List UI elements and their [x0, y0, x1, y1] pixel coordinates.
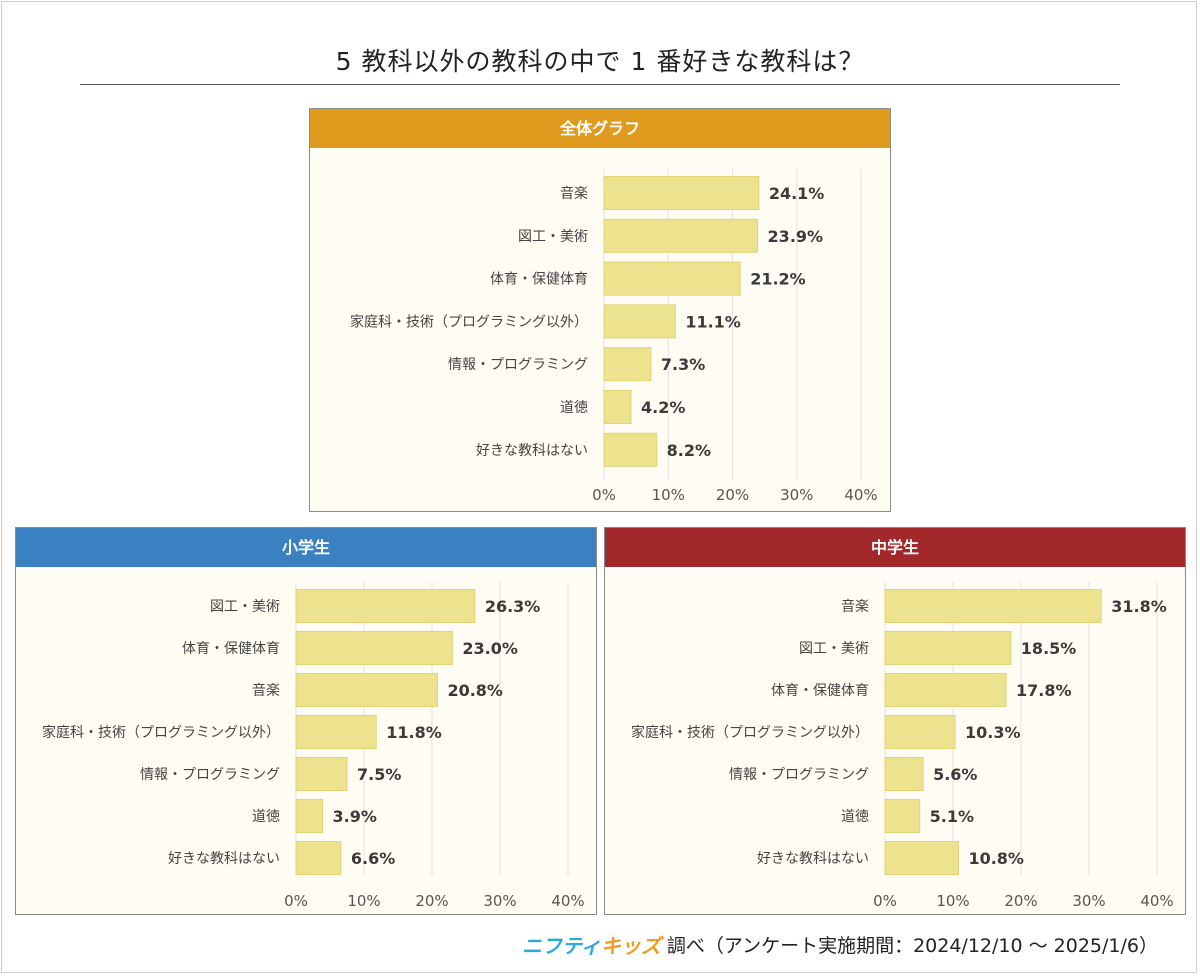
bar [603, 218, 759, 253]
bar [295, 715, 377, 749]
data-label: 8.2% [667, 441, 711, 460]
x-tick-label: 30% [1072, 892, 1105, 910]
category-label: 情報・プログラミング [729, 767, 869, 783]
chart-svg-middle: 0% 10% 20% 30% 40% 音楽 31.8% 図工・美術 18.5% 体育・保健体育 17… [631, 582, 1174, 910]
data-label: 4.2% [641, 398, 685, 417]
chart-panel-middle: 中学生 0% 10% 20% 30% 40% 音楽 31.8% 図工・美術 18.5% 体育・保健… [604, 527, 1186, 915]
data-label: 6.6% [351, 849, 395, 868]
survey-note: 調べ（アンケート実施期間：2024/12/10 ～ 2025/1/6） [666, 935, 1158, 957]
bar [295, 799, 324, 833]
data-label: 7.3% [661, 355, 705, 374]
data-label: 7.5% [357, 765, 401, 784]
category-label: 家庭科・技術（プログラミング以外） [42, 724, 280, 741]
data-label: 10.8% [968, 849, 1024, 868]
x-tick-label: 30% [780, 486, 813, 504]
header-separator [16, 567, 596, 569]
data-label: 31.8% [1111, 597, 1167, 616]
data-label: 23.9% [768, 227, 824, 246]
category-label: 体育・保健体育 [182, 641, 280, 657]
category-label: 図工・美術 [518, 229, 588, 245]
data-label: 11.8% [386, 723, 442, 742]
data-label: 18.5% [1021, 639, 1077, 658]
data-label: 10.3% [965, 723, 1021, 742]
x-tick-label: 20% [415, 892, 448, 910]
x-tick-label: 0% [873, 892, 897, 910]
x-tick-label: 40% [1140, 892, 1173, 910]
bar [295, 757, 348, 791]
bar [295, 841, 342, 875]
x-tick-label: 40% [551, 892, 584, 910]
chart-title-all: 全体グラフ [310, 109, 890, 148]
x-tick-label: 10% [652, 486, 685, 504]
data-label: 3.9% [333, 807, 377, 826]
category-label: 図工・美術 [799, 641, 869, 657]
bar [603, 432, 658, 467]
data-label: 5.6% [933, 765, 977, 784]
x-tick-label: 20% [1004, 892, 1037, 910]
chart-panel-elementary: 小学生 0% 10% 20% 30% 40% 図工・美術 26.3% 体育・保健体育 23.0%… [15, 527, 597, 915]
header-separator [605, 567, 1185, 569]
x-tick-label: 0% [284, 892, 308, 910]
category-label: 道徳 [841, 809, 869, 825]
x-tick-label: 10% [936, 892, 969, 910]
x-tick-label: 40% [844, 486, 877, 504]
chart-title-middle: 中学生 [605, 528, 1185, 567]
bar [295, 589, 476, 623]
bar [884, 589, 1102, 623]
category-label: 音楽 [252, 682, 280, 699]
category-label: 好きな教科はない [168, 851, 280, 867]
category-label: 好きな教科はない [757, 851, 869, 867]
bar [884, 673, 1007, 707]
chart-svg-all: 0% 10% 20% 30% 40% 音楽 24.1% 図工・美術 23.9% 体育・保健体育 21… [350, 169, 878, 504]
category-label: 情報・プログラミング [448, 357, 588, 373]
category-label: 体育・保健体育 [490, 272, 588, 288]
title-divider [80, 84, 1120, 85]
data-label: 21.2% [750, 270, 806, 289]
bar [603, 176, 760, 210]
data-label: 26.3% [485, 597, 541, 616]
category-label: 道徳 [252, 809, 280, 825]
data-label: 11.1% [685, 312, 741, 331]
bar [884, 799, 921, 833]
data-label: 20.8% [447, 681, 503, 700]
chart-panel-all: 全体グラフ 0% 10% 20% 30% 40% 音楽 24.1% 図工・美術 23.9% 体育・… [309, 108, 891, 512]
category-label: 音楽 [841, 598, 869, 615]
bar [884, 631, 1012, 665]
category-label: 情報・プログラミング [140, 767, 280, 783]
bar [603, 304, 676, 339]
x-tick-label: 20% [716, 486, 749, 504]
bar [603, 261, 741, 296]
brand-logo-part1: ニフティ [522, 934, 601, 958]
bar [884, 757, 924, 791]
chart-svg-elementary: 0% 10% 20% 30% 40% 図工・美術 26.3% 体育・保健体育 23.0% 音楽 20… [42, 582, 585, 910]
brand-logo-part2: キッズ [600, 934, 661, 958]
data-label: 24.1% [769, 184, 825, 203]
x-tick-label: 30% [483, 892, 516, 910]
category-label: 体育・保健体育 [771, 683, 869, 699]
page-title: 5 教科以外の教科の中で 1 番好きな教科は？ [335, 47, 865, 76]
category-label: 家庭科・技術（プログラミング以外） [631, 724, 869, 741]
bar [295, 631, 453, 665]
category-label: 道徳 [560, 400, 588, 416]
header-separator [310, 148, 890, 150]
bar [884, 715, 956, 749]
data-label: 17.8% [1016, 681, 1072, 700]
bar [295, 673, 438, 707]
x-tick-label: 10% [347, 892, 380, 910]
category-label: 音楽 [560, 185, 588, 202]
data-label: 5.1% [930, 807, 974, 826]
category-label: 家庭科・技術（プログラミング以外） [350, 313, 588, 330]
category-label: 図工・美術 [210, 599, 280, 615]
brand-logo: ニフティキッズ [522, 930, 661, 959]
data-label: 23.0% [462, 639, 518, 658]
bar [884, 841, 959, 875]
footer-credit: ニフティキッズ 調べ（アンケート実施期間：2024/12/10 ～ 2025/1… [522, 930, 1158, 959]
bar [603, 347, 652, 382]
bar [603, 390, 632, 424]
chart-title-elementary: 小学生 [16, 528, 596, 567]
category-label: 好きな教科はない [476, 443, 588, 459]
x-tick-label: 0% [592, 486, 616, 504]
